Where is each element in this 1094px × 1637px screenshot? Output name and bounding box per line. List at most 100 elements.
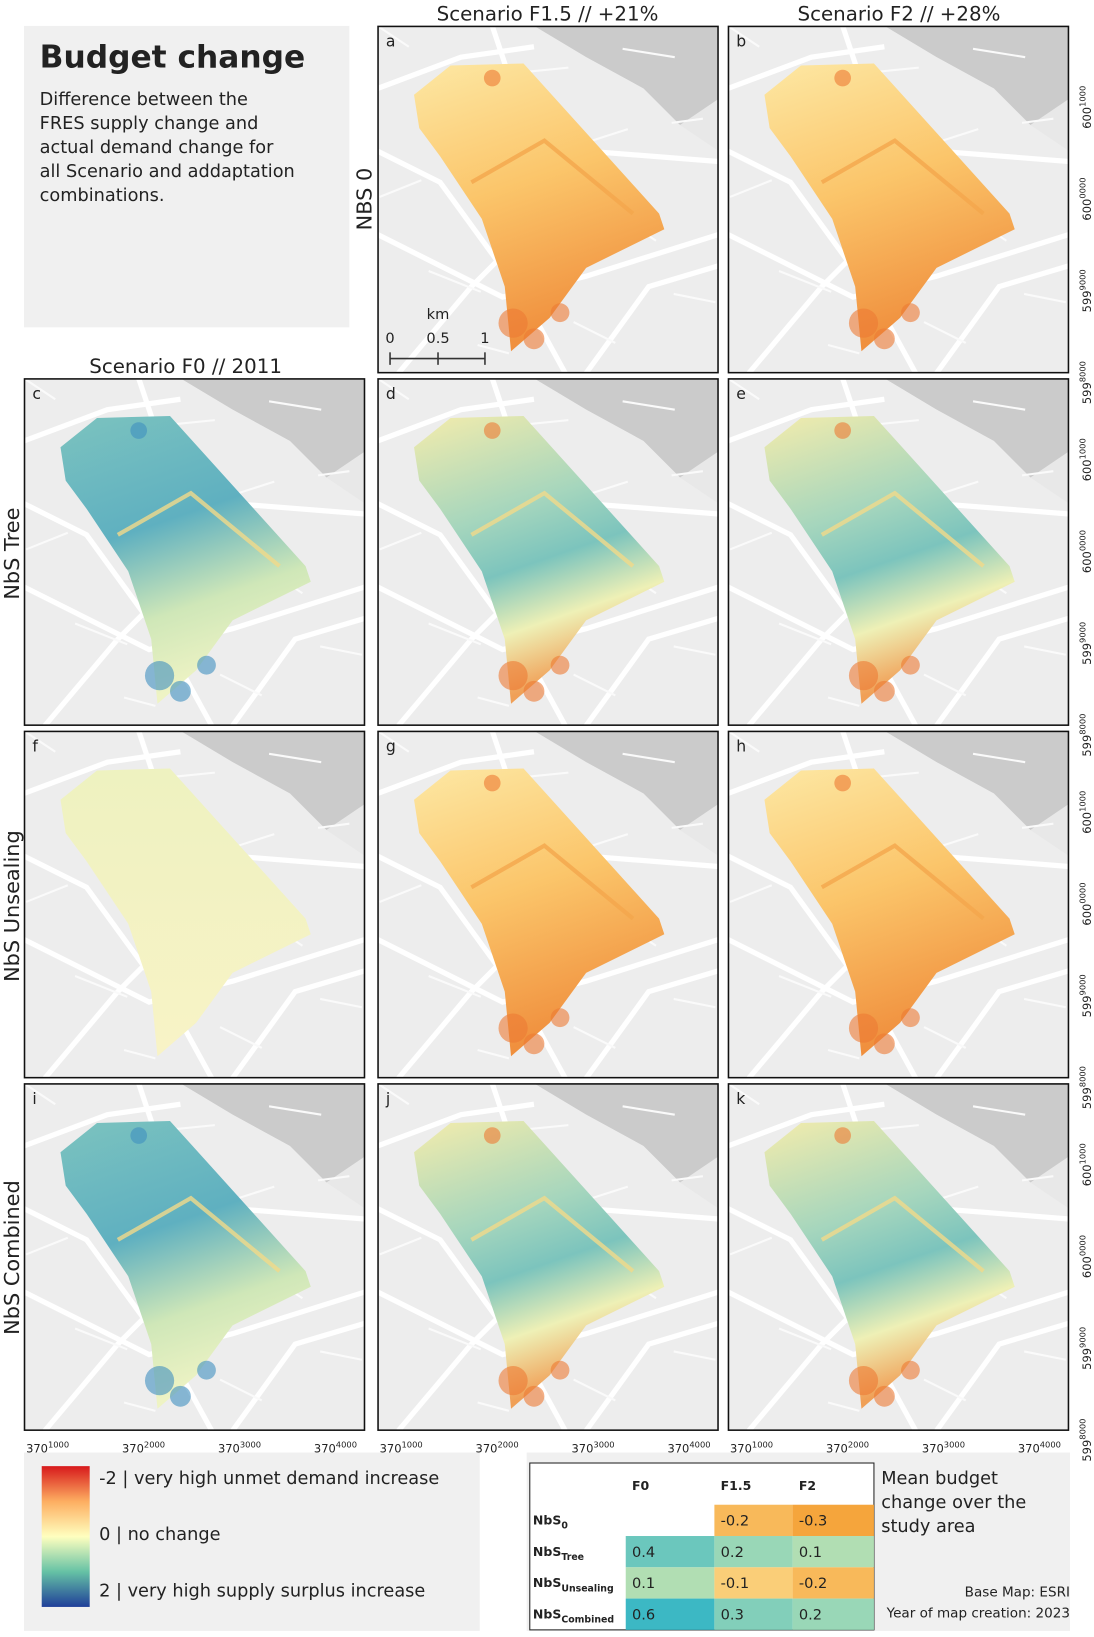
y-coord-label: 6000000 bbox=[1078, 530, 1094, 573]
y-coord-label: 5998000 bbox=[1078, 714, 1094, 757]
map-patch bbox=[834, 774, 852, 792]
street bbox=[526, 1124, 569, 1131]
street bbox=[317, 822, 350, 829]
y-coord-label: 5999000 bbox=[1078, 622, 1094, 665]
study-area bbox=[764, 1120, 1015, 1409]
table-header: F1.5 bbox=[721, 1478, 752, 1493]
street bbox=[573, 1026, 616, 1049]
table-cell: 0.4 bbox=[632, 1544, 655, 1561]
table-caption: Mean budget bbox=[881, 1469, 998, 1489]
water bbox=[884, 1083, 1069, 1183]
coord-base: 600 bbox=[1080, 1164, 1094, 1186]
street bbox=[317, 1175, 350, 1182]
coord-base: 600 bbox=[1080, 107, 1094, 129]
study-area bbox=[764, 415, 1015, 704]
x-coord-label: 3701000 bbox=[26, 1439, 69, 1455]
coord-base: 370 bbox=[314, 1442, 336, 1456]
street bbox=[23, 378, 56, 401]
y-coord-label: 6001000 bbox=[1078, 791, 1094, 834]
map-panel: k bbox=[727, 1083, 1070, 1431]
street bbox=[377, 1083, 410, 1106]
street bbox=[573, 673, 616, 697]
road bbox=[377, 396, 535, 444]
street bbox=[729, 884, 773, 903]
road bbox=[583, 615, 719, 726]
map-patch bbox=[550, 1360, 570, 1380]
coord-sup: 1000 bbox=[1078, 791, 1088, 812]
map-patch bbox=[834, 422, 852, 439]
coord-base: 599 bbox=[1080, 290, 1094, 312]
map-patch bbox=[550, 655, 570, 675]
coord-sup: 1000 bbox=[48, 1439, 69, 1449]
coord-sup: 9000 bbox=[1078, 269, 1088, 290]
panel-letter: j bbox=[385, 1089, 390, 1108]
table-cell-bg bbox=[625, 1536, 715, 1568]
road bbox=[727, 1101, 885, 1149]
coord-base: 370 bbox=[922, 1442, 944, 1456]
coord-sup: 3000 bbox=[593, 1439, 614, 1449]
row-label-sub: Tree bbox=[561, 1552, 584, 1563]
street bbox=[622, 47, 675, 59]
map-patch bbox=[483, 1127, 501, 1144]
street bbox=[673, 645, 716, 656]
coord-base: 370 bbox=[826, 1442, 848, 1456]
street bbox=[379, 531, 422, 551]
water bbox=[533, 730, 719, 830]
water bbox=[180, 378, 366, 478]
panel-frame bbox=[727, 378, 1070, 726]
coord-sup: 8000 bbox=[1078, 1419, 1088, 1440]
map-patch bbox=[130, 1127, 148, 1144]
street bbox=[428, 975, 482, 998]
table-cell: 0.2 bbox=[799, 1606, 822, 1623]
description-line: combinations. bbox=[40, 186, 165, 206]
row-label-main: NbS bbox=[533, 1544, 561, 1559]
corridor bbox=[116, 490, 281, 568]
table-cell-bg bbox=[714, 1598, 793, 1630]
map-content bbox=[727, 378, 1069, 726]
x-coord-label: 3701000 bbox=[380, 1439, 423, 1455]
street bbox=[827, 344, 860, 355]
map-panel: j bbox=[377, 1083, 719, 1431]
table-cell: -0.2 bbox=[721, 1513, 749, 1530]
column-header: Scenario F1.5 // +21% bbox=[437, 3, 659, 26]
road bbox=[727, 853, 918, 1079]
coord-base: 599 bbox=[1080, 382, 1094, 404]
road bbox=[23, 1101, 181, 1149]
map-patch bbox=[848, 1366, 879, 1396]
coord-base: 370 bbox=[730, 1442, 752, 1456]
coord-base: 370 bbox=[122, 1442, 144, 1456]
road bbox=[377, 148, 568, 374]
street bbox=[526, 66, 569, 73]
map-panel: g bbox=[377, 730, 719, 1079]
coord-base: 600 bbox=[1080, 812, 1094, 834]
street bbox=[778, 1327, 832, 1351]
street bbox=[727, 730, 760, 753]
road bbox=[230, 1320, 366, 1431]
corridor bbox=[820, 138, 985, 216]
street bbox=[972, 752, 1026, 764]
map-patch bbox=[498, 308, 528, 338]
map-patch bbox=[848, 308, 879, 338]
street bbox=[573, 321, 616, 344]
table-row-label: NbSUnsealing bbox=[533, 1575, 614, 1594]
credit: Base Map: ESRI bbox=[965, 1585, 1070, 1601]
x-coord-label: 3703000 bbox=[572, 1439, 615, 1455]
street bbox=[1023, 645, 1067, 656]
road bbox=[727, 44, 885, 91]
x-coord-label: 3702000 bbox=[476, 1439, 519, 1455]
map-patch bbox=[873, 328, 895, 350]
road bbox=[727, 501, 918, 726]
panel-letter: e bbox=[736, 384, 746, 403]
street bbox=[379, 179, 422, 198]
map-patch bbox=[197, 655, 216, 675]
street bbox=[972, 1105, 1026, 1116]
legend-label: 2 | very high supply surplus increase bbox=[99, 1582, 425, 1602]
y-coord-label: 5998000 bbox=[1078, 1066, 1094, 1109]
street bbox=[727, 25, 760, 48]
road bbox=[934, 615, 1069, 726]
water bbox=[533, 378, 719, 478]
panel-letter: b bbox=[736, 32, 746, 51]
map-patch bbox=[550, 1008, 570, 1028]
street bbox=[972, 47, 1026, 59]
y-coord-label: 6001000 bbox=[1078, 86, 1094, 129]
